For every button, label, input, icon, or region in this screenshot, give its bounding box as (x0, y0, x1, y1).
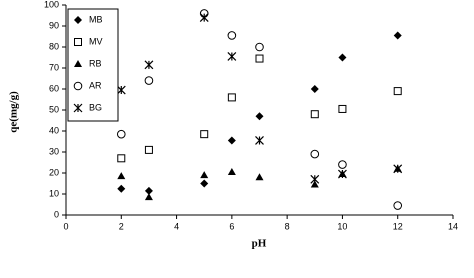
point (310, 149, 320, 159)
x-tick-label: 4 (174, 221, 179, 231)
y-tick-label: 10 (49, 188, 59, 198)
point (255, 173, 264, 181)
point (393, 31, 402, 40)
y-axis-label: qe(mg/g) (8, 91, 20, 133)
point (227, 52, 237, 61)
y-tick-label: 40 (49, 125, 59, 135)
point (338, 53, 347, 62)
legend-label: RB (89, 58, 102, 68)
point (144, 186, 153, 195)
point (227, 136, 236, 145)
x-tick-label: 2 (119, 221, 124, 231)
point (310, 174, 320, 184)
point (200, 130, 209, 139)
legend-label: MV (89, 36, 103, 46)
point (144, 60, 154, 70)
legend-label: BG (89, 102, 102, 112)
y-tick-label: 90 (49, 20, 59, 30)
y-tick-label: 60 (49, 83, 59, 93)
legend-marker (74, 38, 82, 46)
point (144, 145, 153, 154)
point (200, 179, 209, 188)
x-tick-label: 10 (337, 221, 347, 231)
point (338, 104, 347, 113)
point (116, 129, 126, 139)
point (393, 87, 402, 96)
point (310, 85, 319, 93)
point (255, 136, 264, 145)
y-tick-label: 70 (49, 62, 59, 72)
x-axis-label: pH (252, 238, 267, 250)
point (117, 154, 126, 163)
point (227, 167, 236, 175)
x-tick-label: 8 (285, 221, 290, 231)
point (338, 160, 347, 169)
x-tick-label: 12 (393, 221, 403, 231)
point (393, 201, 403, 210)
y-tick-label: 100 (44, 0, 59, 9)
point (255, 54, 264, 63)
point (227, 31, 237, 40)
point (200, 171, 209, 179)
legend-marker (74, 60, 82, 67)
legend-marker (73, 103, 83, 113)
legend-marker (74, 16, 82, 24)
point (393, 164, 403, 174)
point (144, 76, 154, 85)
y-tick-label: 80 (49, 41, 59, 51)
legend-label: AR (89, 80, 102, 90)
y-tick-label: 50 (49, 104, 59, 114)
point (144, 193, 153, 201)
point (116, 85, 126, 95)
point (310, 180, 319, 188)
point (199, 13, 209, 23)
point (117, 184, 126, 193)
legend-marker (73, 81, 83, 91)
y-tick-label: 20 (49, 167, 59, 177)
y-tick-label: 0 (54, 209, 59, 219)
point (255, 42, 264, 52)
x-tick-label: 6 (229, 221, 234, 231)
point (338, 169, 347, 179)
point (117, 172, 126, 180)
legend-label: MB (89, 14, 103, 24)
point (227, 93, 236, 102)
x-tick-label: 14 (448, 221, 458, 231)
point (310, 110, 319, 119)
x-tick-label: 0 (63, 221, 68, 231)
point (255, 112, 264, 121)
y-tick-label: 30 (49, 146, 59, 156)
